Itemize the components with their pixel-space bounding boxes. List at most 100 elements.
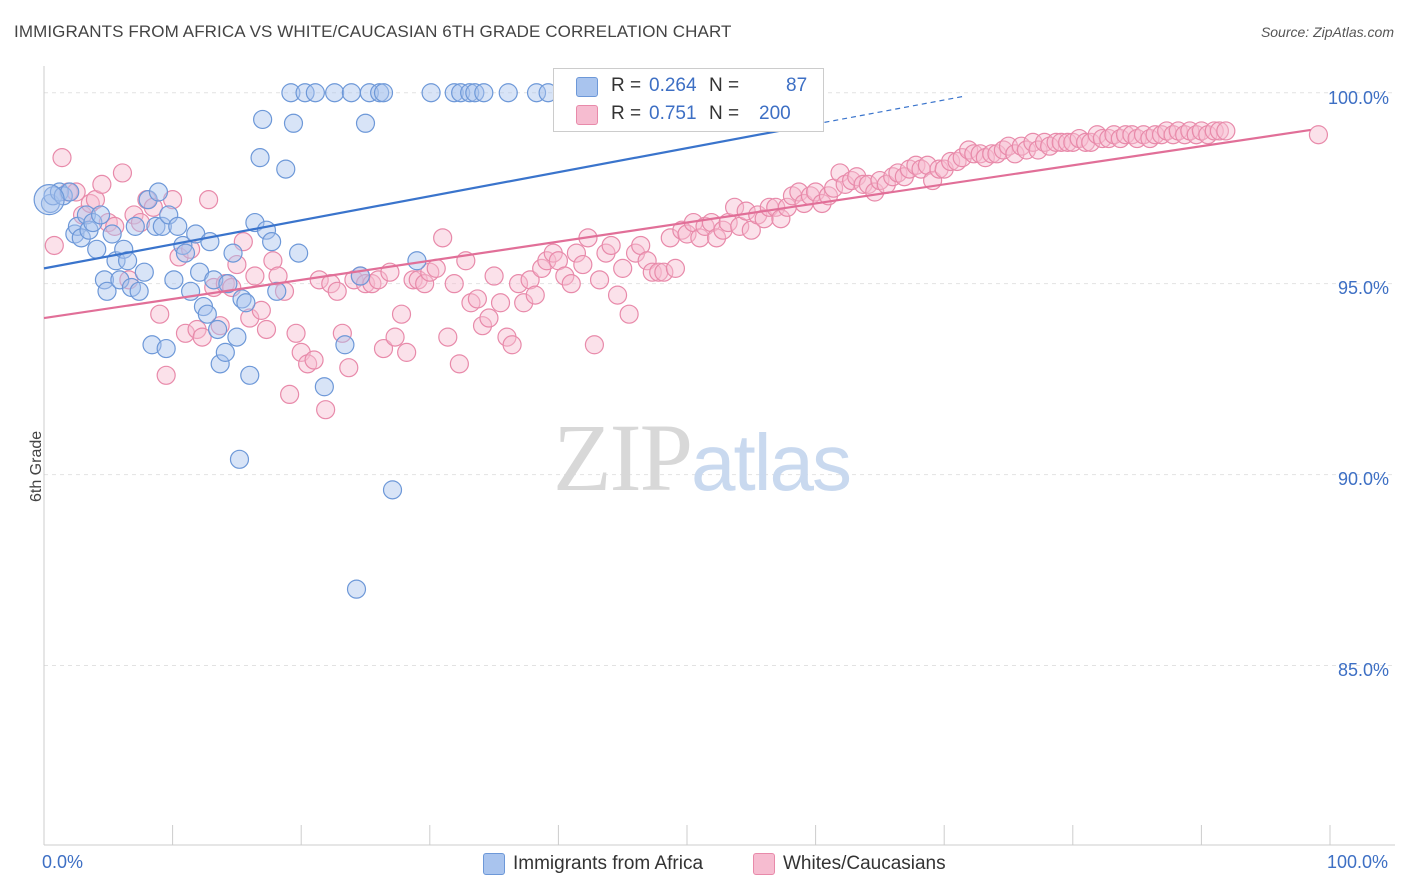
stats-legend: R = 0.264 N = 87 R = 0.751 N = 200: [553, 68, 824, 132]
whites-point-169: [1046, 132, 1066, 152]
y-axis-label: 6th Grade: [28, 430, 45, 502]
whites-point-198: [1216, 121, 1236, 141]
africa-point-41: [204, 270, 224, 290]
africa-point-25: [142, 335, 162, 355]
whites-point-86: [561, 274, 581, 294]
whites-point-145: [906, 155, 926, 175]
africa-point-39: [197, 304, 217, 324]
africa-point-83: [526, 83, 547, 103]
whites-trend-line: [43, 128, 1311, 320]
pink-n-label: N =: [709, 103, 740, 124]
whites-point-29: [227, 254, 247, 275]
whites-point-66: [444, 274, 464, 294]
africa-point-56: [262, 232, 282, 252]
africa-point-74: [382, 480, 403, 500]
y-tick-label-85: 85.0%: [1338, 660, 1390, 680]
source-credit: Source: ZipAtlas.com: [1260, 24, 1394, 40]
whites-point-43: [309, 270, 329, 290]
pink-n-value: 200: [759, 103, 791, 124]
watermark-atlas: atlas: [691, 418, 852, 507]
whites-point-58: [397, 342, 417, 362]
africa-point-81: [474, 83, 494, 103]
africa-point-8: [76, 205, 97, 225]
africa-point-28: [152, 216, 172, 236]
blue-n-label: N =: [709, 75, 740, 96]
blue-r-value: 0.264: [649, 75, 697, 96]
whites-point-48: [339, 358, 359, 378]
whites-point-166: [1028, 140, 1048, 160]
whites-point-65: [438, 327, 458, 347]
whites-point-47: [332, 323, 352, 343]
africa-point-63: [305, 83, 325, 103]
africa-point-60: [283, 113, 304, 133]
whites-point-182: [1122, 125, 1142, 145]
whites-point-105: [672, 220, 692, 240]
africa-point-32: [168, 216, 188, 236]
whites-point-53: [368, 270, 388, 290]
whites-point-158: [982, 144, 1002, 164]
africa-point-53: [250, 148, 270, 168]
whites-point-31: [240, 308, 260, 328]
africa-point-58: [276, 159, 296, 179]
africa-point-cluster: [33, 184, 65, 216]
africa-point-31: [164, 270, 184, 290]
whites-point-162: [1005, 144, 1025, 164]
africa-point-71: [359, 83, 379, 103]
africa-point-4: [60, 182, 80, 202]
legend-label-pink: Whites/Caucasians: [783, 853, 946, 874]
whites-point-16: [150, 304, 170, 324]
africa-point-45: [218, 274, 238, 294]
africa-point-46: [223, 243, 243, 263]
whites-point-99: [637, 251, 657, 271]
africa-point-57: [267, 281, 287, 301]
whites-point-94: [607, 285, 628, 305]
whites-point-167: [1034, 132, 1055, 152]
trend-lines: [43, 95, 1311, 320]
whites-point-72: [479, 308, 499, 328]
africa-point-47: [227, 327, 247, 347]
africa-point-66: [335, 335, 355, 355]
legend-swatch-pink: [753, 853, 775, 875]
whites-point-197: [1209, 121, 1230, 141]
whites-point-141: [883, 167, 903, 187]
whites-point-149: [929, 159, 949, 179]
whites-point-160: [993, 140, 1013, 160]
africa-point-22: [129, 281, 149, 301]
whites-point-196: [1204, 121, 1224, 141]
africa-point-13: [94, 270, 115, 290]
pink-r-label: R =: [611, 103, 642, 124]
x-tick-label-100: 100.0%: [1327, 852, 1389, 872]
whites-point-10: [112, 163, 133, 183]
whites-point-156: [970, 144, 990, 164]
africa-point-44: [215, 342, 235, 362]
whites-caucasians-series: [44, 121, 1329, 420]
whites-point-73: [484, 266, 504, 286]
africa-point-59: [281, 83, 301, 103]
africa-point-24: [138, 190, 158, 210]
blue-r-label: R =: [611, 75, 642, 96]
whites-point-44: [316, 400, 336, 420]
x-axis: [43, 66, 1395, 846]
whites-point-170: [1051, 132, 1071, 152]
legend-label-blue: Immigrants from Africa: [513, 853, 704, 874]
africa-point-27: [148, 182, 169, 202]
africa-point-77: [444, 83, 464, 103]
legend-row-pink: R = 0.751 N = 200: [554, 101, 823, 129]
whites-point-17: [156, 365, 176, 385]
africa-point-21: [125, 216, 145, 236]
whites-point-176: [1087, 125, 1107, 145]
africa-point-76: [421, 83, 441, 103]
whites-point-90: [584, 335, 605, 355]
legend-row-blue: R = 0.264 N = 87: [554, 73, 823, 101]
whites-point-7: [92, 174, 112, 194]
whites-point-95: [613, 258, 633, 278]
whites-point-164: [1016, 140, 1037, 160]
whites-point-34: [256, 319, 277, 340]
whites-point-0: [44, 235, 64, 256]
africa-point-73: [373, 83, 394, 103]
pink-r-value: 0.751: [649, 103, 697, 124]
africa-point-26: [146, 216, 166, 236]
whites-point-67: [449, 354, 469, 374]
africa-point-70: [355, 113, 376, 133]
whites-point-64: [433, 228, 453, 248]
